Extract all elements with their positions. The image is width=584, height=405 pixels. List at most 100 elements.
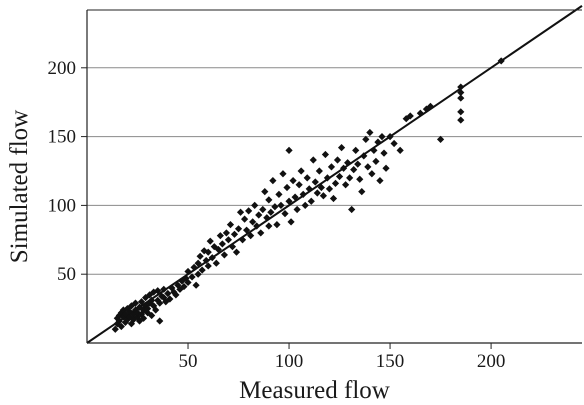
data-point — [131, 299, 140, 307]
data-point — [154, 287, 162, 295]
data-point — [386, 132, 394, 141]
data-point — [291, 193, 299, 201]
data-point — [315, 167, 323, 175]
data-point — [240, 215, 249, 223]
data-point — [436, 135, 445, 143]
data-point — [323, 174, 332, 182]
data-point — [277, 201, 285, 209]
data-point — [144, 304, 152, 313]
data-point — [194, 259, 202, 267]
data-point — [273, 221, 281, 229]
data-point — [275, 190, 283, 198]
data-point — [378, 132, 386, 141]
data-point — [123, 316, 132, 324]
data-point — [196, 252, 204, 260]
data-point — [255, 211, 263, 219]
data-point — [115, 311, 123, 320]
data-point — [285, 197, 293, 205]
data-point — [232, 248, 241, 256]
data-point — [339, 164, 348, 172]
data-point — [166, 295, 174, 303]
data-point — [190, 263, 198, 271]
x-tick-label: 150 — [376, 351, 405, 372]
data-point — [317, 183, 325, 192]
data-point — [156, 317, 164, 325]
data-point — [406, 112, 414, 120]
data-point — [295, 181, 303, 189]
data-point — [303, 174, 311, 182]
data-point — [342, 181, 350, 189]
data-point — [374, 138, 382, 146]
data-point — [269, 177, 277, 185]
data-point — [333, 156, 342, 164]
data-point — [350, 166, 358, 174]
data-point — [329, 194, 338, 203]
data-point — [247, 232, 255, 240]
data-point — [376, 177, 384, 185]
tick-labels: 50 100 150 200 50 100 150 200 — [48, 58, 506, 372]
y-tick-label: 200 — [48, 58, 77, 79]
data-point — [356, 175, 364, 183]
data-point — [285, 146, 293, 154]
data-point — [125, 307, 134, 315]
data-point — [230, 230, 239, 238]
data-point — [253, 222, 261, 230]
data-point — [267, 208, 275, 216]
data-point — [117, 309, 125, 317]
data-point — [366, 128, 374, 137]
data-point — [164, 289, 172, 298]
reference-line-group — [86, 5, 583, 344]
data-point — [457, 108, 465, 116]
data-point — [281, 210, 289, 218]
data-point — [321, 150, 330, 159]
data-point — [133, 313, 142, 321]
data-point — [245, 207, 253, 215]
data-point — [212, 259, 220, 267]
data-point — [289, 177, 297, 185]
data-point — [236, 208, 245, 216]
data-point — [224, 236, 233, 244]
data-point — [172, 291, 180, 299]
data-point — [319, 192, 327, 200]
x-tick-label: 100 — [275, 351, 304, 372]
data-point — [119, 313, 127, 321]
data-point — [222, 229, 231, 237]
data-point — [113, 314, 121, 322]
axes — [81, 9, 582, 349]
data-point — [220, 251, 228, 259]
data-point — [352, 146, 360, 154]
data-point — [160, 285, 168, 293]
data-point — [301, 201, 309, 209]
data-point — [150, 288, 158, 296]
data-point — [152, 306, 160, 314]
data-point — [360, 152, 368, 160]
data-point — [299, 190, 307, 198]
data-point — [279, 170, 287, 178]
data-point — [265, 196, 273, 204]
data-point — [198, 266, 206, 274]
data-point — [129, 316, 138, 324]
data-point — [148, 296, 156, 304]
data-point — [307, 197, 315, 205]
y-axis-title: Simulated flow — [6, 110, 33, 263]
data-point — [457, 116, 465, 124]
data-point — [362, 135, 370, 143]
data-point — [204, 248, 212, 256]
data-point — [251, 201, 259, 209]
data-point — [218, 240, 226, 248]
data-point — [457, 88, 465, 97]
data-point — [309, 156, 317, 164]
reference-line — [86, 5, 583, 344]
data-point — [180, 282, 188, 291]
data-point — [117, 322, 125, 331]
data-point — [137, 310, 146, 318]
data-point — [283, 183, 291, 192]
data-point — [271, 203, 279, 211]
data-point — [422, 105, 431, 113]
data-point — [204, 262, 212, 270]
data-point — [238, 236, 247, 244]
data-point — [202, 256, 210, 265]
data-point — [287, 218, 295, 226]
data-point — [311, 178, 319, 186]
data-point — [348, 205, 356, 214]
